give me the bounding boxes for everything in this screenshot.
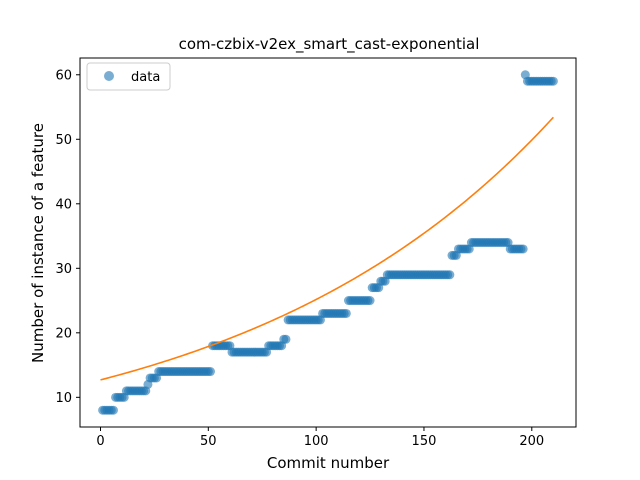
data-point xyxy=(548,76,558,86)
x-tick-label: 0 xyxy=(96,434,104,449)
data-point xyxy=(205,367,215,377)
data-point xyxy=(281,334,291,344)
y-tick-label: 40 xyxy=(55,197,72,212)
fit-line xyxy=(100,116,554,381)
y-tick-label: 10 xyxy=(55,391,72,406)
legend: data xyxy=(86,62,171,91)
y-tick-label: 60 xyxy=(55,68,72,83)
x-axis-label: Commit number xyxy=(267,454,390,472)
data-point xyxy=(365,296,375,306)
x-tick-label: 100 xyxy=(304,434,329,449)
data-point xyxy=(108,405,118,415)
y-tick-label: 50 xyxy=(55,133,72,148)
data-point xyxy=(518,244,528,254)
y-tick-label: 30 xyxy=(55,262,72,277)
legend-label-data: data xyxy=(131,70,160,85)
x-tick-label: 200 xyxy=(519,434,544,449)
axes: 0 50 100 150 200 10 20 30 40 50 60 xyxy=(55,57,577,449)
x-tick-label: 150 xyxy=(412,434,437,449)
axes-frame xyxy=(79,57,577,428)
data-point xyxy=(341,308,351,318)
chart-title: com-czbix-v2ex_smart_cast-exponential xyxy=(179,35,480,54)
y-tick-label: 20 xyxy=(55,326,72,341)
data-point xyxy=(445,270,455,280)
plot-area xyxy=(98,70,558,415)
x-tick-label: 50 xyxy=(200,434,217,449)
legend-box xyxy=(86,62,171,91)
y-axis-label: Number of instance of a feature xyxy=(29,123,47,363)
legend-marker-data xyxy=(104,71,114,81)
